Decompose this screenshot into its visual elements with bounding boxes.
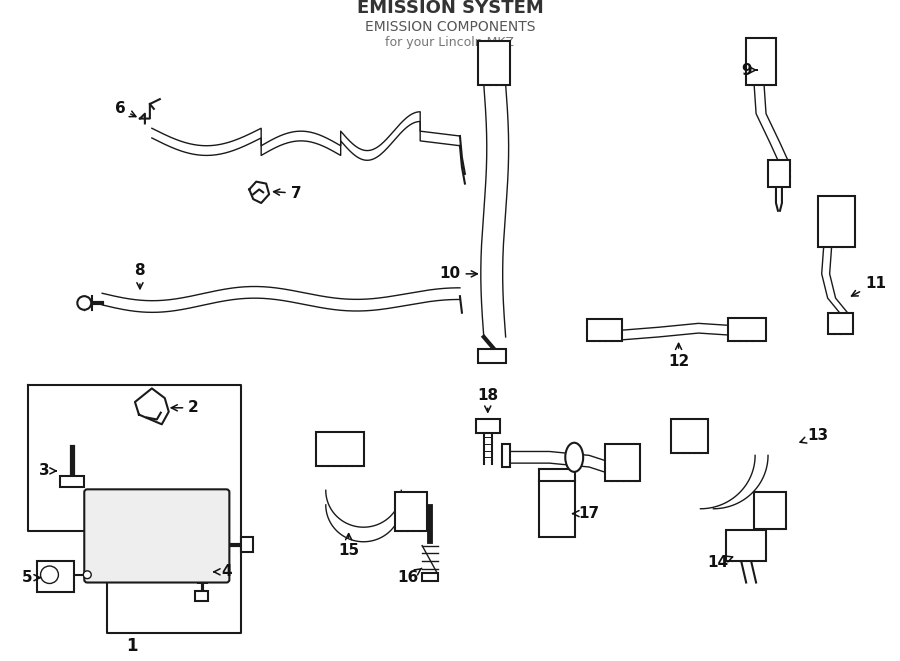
Bar: [768, 160, 790, 188]
Text: 1: 1: [126, 637, 138, 654]
Text: 15: 15: [338, 533, 359, 558]
Text: 12: 12: [668, 343, 689, 369]
Text: 7: 7: [274, 186, 302, 201]
Ellipse shape: [565, 443, 583, 472]
Text: 10: 10: [439, 266, 477, 282]
Text: 2: 2: [171, 401, 199, 415]
Text: 3: 3: [40, 463, 56, 479]
Text: 5: 5: [22, 570, 40, 585]
Bar: [476, 420, 500, 433]
Bar: [37, 561, 75, 592]
Text: for your Lincoln MKZ: for your Lincoln MKZ: [385, 36, 515, 49]
Bar: [501, 444, 509, 467]
Bar: [194, 591, 209, 601]
Text: 11: 11: [851, 276, 886, 296]
Text: EMISSION SYSTEM: EMISSION SYSTEM: [356, 0, 544, 17]
Text: EMISSION COMPONENTS: EMISSION COMPONENTS: [364, 20, 536, 34]
Bar: [818, 196, 856, 247]
Text: 13: 13: [800, 428, 828, 444]
Circle shape: [77, 296, 91, 310]
Text: 18: 18: [477, 388, 499, 412]
Bar: [828, 313, 852, 334]
Bar: [587, 319, 622, 341]
Circle shape: [84, 571, 91, 578]
Text: 17: 17: [572, 506, 599, 521]
Bar: [478, 41, 509, 85]
Bar: [422, 573, 438, 580]
Bar: [754, 492, 786, 529]
Bar: [726, 530, 766, 561]
Bar: [728, 317, 766, 341]
FancyBboxPatch shape: [85, 489, 230, 582]
Bar: [539, 481, 575, 537]
Bar: [241, 537, 253, 553]
Text: 4: 4: [214, 564, 231, 579]
Bar: [605, 444, 640, 481]
Text: 8: 8: [135, 264, 145, 289]
Bar: [746, 38, 776, 85]
Text: 9: 9: [741, 63, 757, 77]
Text: 16: 16: [398, 568, 422, 585]
Bar: [316, 432, 364, 466]
Bar: [60, 476, 85, 487]
Bar: [478, 348, 506, 363]
Bar: [670, 420, 708, 453]
Text: 14: 14: [707, 555, 733, 570]
Circle shape: [40, 566, 58, 584]
Bar: [395, 492, 428, 531]
Text: 6: 6: [114, 101, 136, 116]
